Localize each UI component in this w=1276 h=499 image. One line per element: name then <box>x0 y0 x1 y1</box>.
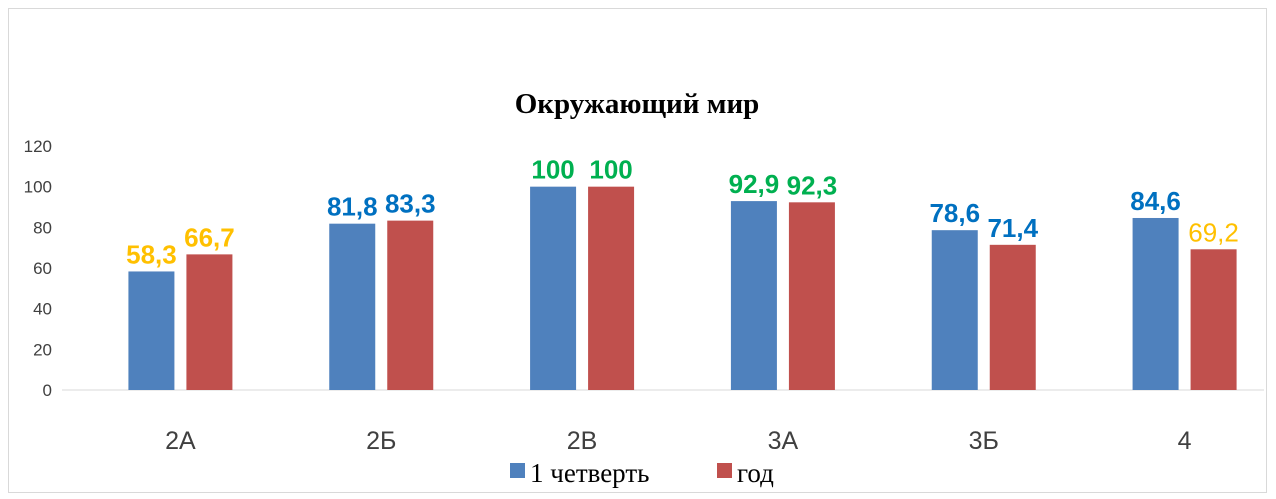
bar <box>329 223 376 390</box>
legend-swatch <box>717 463 732 478</box>
value-label: 92,3 <box>787 170 838 200</box>
bar <box>1132 217 1179 390</box>
value-label: 81,8 <box>327 192 378 222</box>
bar <box>730 201 777 390</box>
chart-title: Окружающий мир <box>515 88 760 120</box>
value-label: 69,2 <box>1188 217 1239 247</box>
y-tick-label: 0 <box>43 381 52 400</box>
legend-label: 1 четверть <box>530 458 649 488</box>
bar <box>128 271 175 390</box>
value-label: 71,4 <box>987 213 1038 243</box>
x-tick-label: 3Б <box>969 427 999 455</box>
legend-label: год <box>737 458 774 488</box>
bar <box>387 220 434 390</box>
x-tick-label: 2В <box>567 427 598 455</box>
y-tick-label: 120 <box>24 137 52 156</box>
value-label: 66,7 <box>184 222 235 252</box>
legend-swatch <box>510 463 525 478</box>
y-tick-label: 20 <box>33 340 52 359</box>
bar <box>788 202 835 390</box>
bar <box>530 186 577 390</box>
y-tick-label: 40 <box>33 300 52 319</box>
y-tick-label: 60 <box>33 259 52 278</box>
bar <box>931 230 978 390</box>
value-label: 58,3 <box>126 239 177 269</box>
value-label: 100 <box>531 155 574 185</box>
y-tick-label: 100 <box>24 178 52 197</box>
value-label: 84,6 <box>1130 186 1181 216</box>
x-tick-label: 3А <box>768 427 799 455</box>
chart-frame <box>8 8 1267 493</box>
value-label: 83,3 <box>385 189 436 219</box>
bar <box>186 254 233 390</box>
x-tick-label: 4 <box>1178 427 1192 455</box>
bar <box>989 244 1036 390</box>
x-tick-label: 2А <box>165 427 196 455</box>
value-label: 92,9 <box>729 169 780 199</box>
bar <box>1190 249 1237 390</box>
bar <box>588 186 635 390</box>
y-tick-label: 80 <box>33 218 52 237</box>
value-label: 100 <box>589 155 632 185</box>
value-label: 78,6 <box>929 198 980 228</box>
x-tick-label: 2Б <box>366 427 396 455</box>
